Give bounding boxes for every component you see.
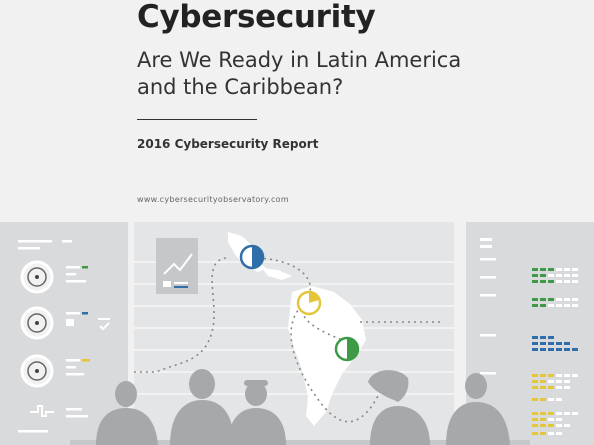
title-divider — [137, 119, 257, 120]
report-name: 2016 Cybersecurity Report — [137, 137, 319, 151]
left-dashboard-panel — [0, 222, 128, 445]
dial-icon — [20, 354, 54, 388]
cover-illustration — [0, 222, 594, 445]
marker-blue — [239, 244, 265, 270]
website-url[interactable]: www.cybersecurityobservatory.com — [137, 195, 289, 204]
report-subtitle: Are We Ready in Latin America and the Ca… — [137, 48, 462, 99]
person-silhouette — [96, 369, 510, 445]
dial-icon — [20, 260, 54, 294]
marker-yellow — [296, 290, 322, 316]
dial-icon — [20, 306, 54, 340]
chart-icon — [156, 238, 198, 294]
marker-green — [334, 336, 360, 362]
report-title: Cybersecurity — [137, 0, 376, 35]
